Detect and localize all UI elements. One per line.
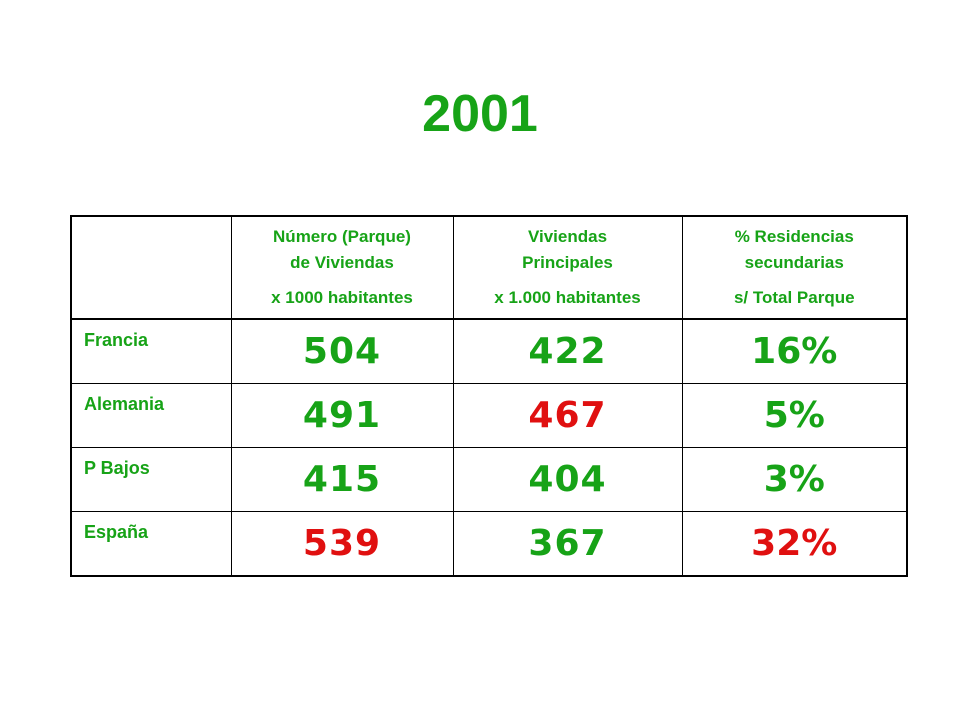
parque-cell: 491 bbox=[230, 383, 454, 448]
country-cell: España bbox=[70, 511, 232, 577]
header-label: Número (Parque) bbox=[273, 227, 411, 246]
header-label: Principales bbox=[522, 253, 613, 272]
secundarias-cell: 32% bbox=[681, 511, 908, 577]
secundarias-cell: 5% bbox=[681, 383, 908, 448]
header-numero-parque: Número (Parque) de Viviendas x 1000 habi… bbox=[230, 215, 454, 320]
table-row: P Bajos 415 404 3% bbox=[70, 447, 908, 512]
country-cell: Alemania bbox=[70, 383, 232, 448]
header-unit: x 1000 habitantes bbox=[271, 288, 413, 307]
table-row: Alemania 491 467 5% bbox=[70, 383, 908, 448]
parque-cell: 539 bbox=[230, 511, 454, 577]
header-label: secundarias bbox=[744, 253, 844, 272]
secundarias-cell: 16% bbox=[681, 318, 908, 384]
table-row: Francia 504 422 16% bbox=[70, 318, 908, 384]
principales-cell: 367 bbox=[452, 511, 683, 577]
parque-cell: 415 bbox=[230, 447, 454, 512]
country-cell: P Bajos bbox=[70, 447, 232, 512]
header-unit: x 1.000 habitantes bbox=[494, 288, 641, 307]
principales-cell: 422 bbox=[452, 318, 683, 384]
principales-cell: 467 bbox=[452, 383, 683, 448]
country-cell: Francia bbox=[70, 318, 232, 384]
table-header-row: Número (Parque) de Viviendas x 1000 habi… bbox=[70, 215, 908, 320]
slide-title: 2001 bbox=[422, 85, 538, 143]
header-unit: s/ Total Parque bbox=[733, 288, 855, 307]
housing-table: Número (Parque) de Viviendas x 1000 habi… bbox=[70, 215, 908, 577]
header-label: % Residencias bbox=[734, 227, 854, 246]
header-corner-cell bbox=[70, 215, 232, 320]
principales-cell: 404 bbox=[452, 447, 683, 512]
header-label: Viviendas bbox=[527, 227, 608, 246]
secundarias-cell: 3% bbox=[681, 447, 908, 512]
header-viviendas-principales: Viviendas Principales x 1.000 habitantes bbox=[452, 215, 683, 320]
header-label: de Viviendas bbox=[290, 253, 394, 272]
table-row: España 539 367 32% bbox=[70, 511, 908, 577]
header-residencias-secundarias: % Residencias secundarias s/ Total Parqu… bbox=[681, 215, 908, 320]
parque-cell: 504 bbox=[230, 318, 454, 384]
